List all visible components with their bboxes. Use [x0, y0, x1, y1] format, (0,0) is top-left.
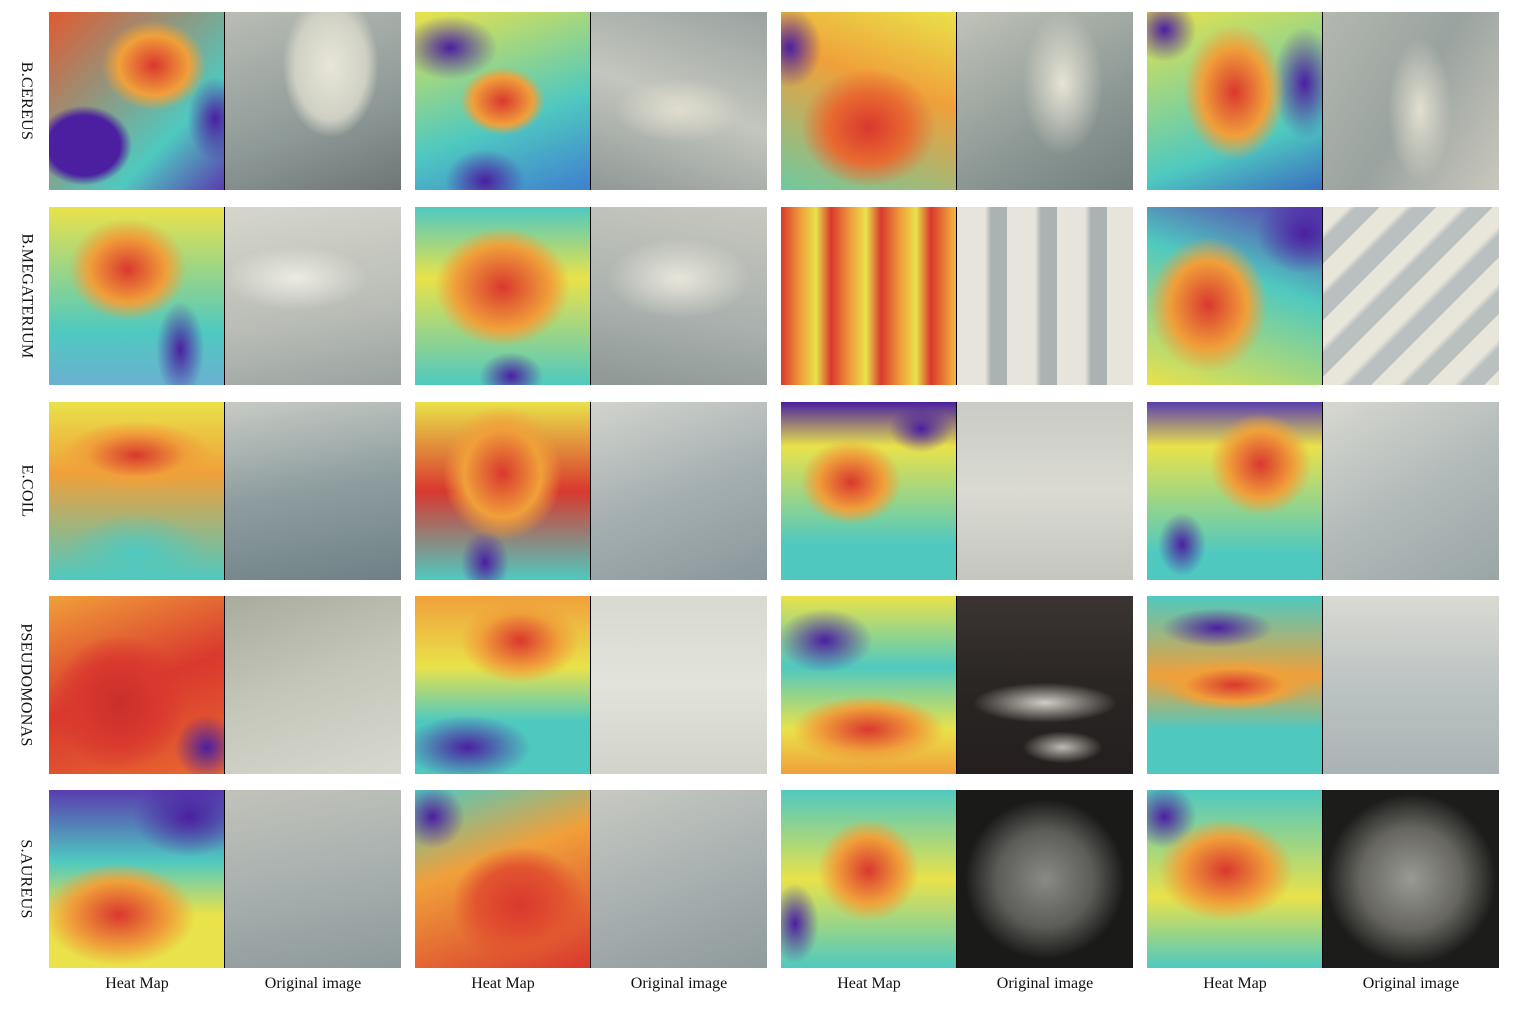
original-image: [225, 596, 401, 774]
column-label-original-image: Original image: [630, 975, 728, 992]
heatmap-image: [1147, 207, 1323, 385]
heatmap-image: [49, 790, 225, 968]
column-label-heat-map: Heat Map: [105, 975, 169, 992]
row-label-e-coil: E.COIL: [18, 464, 35, 518]
heatmap-image: [415, 207, 591, 385]
column-label-heat-map: Heat Map: [1203, 975, 1267, 992]
original-image: [1323, 790, 1499, 968]
original-image: [1323, 402, 1499, 580]
heatmap-image: [415, 12, 591, 190]
column-label-heat-map: Heat Map: [471, 975, 535, 992]
row-label-b-megaterium: B.MEGATERIUM: [18, 233, 35, 359]
original-image: [225, 402, 401, 580]
heatmap-image: [781, 596, 957, 774]
heatmap-image: [49, 596, 225, 774]
heatmap-image: [781, 790, 957, 968]
row-label-pseudomonas: PSEUDOMONAS: [18, 623, 36, 747]
heatmap-image: [49, 402, 225, 580]
heatmap-image: [1147, 596, 1323, 774]
original-image: [1323, 596, 1499, 774]
heatmap-image: [1147, 790, 1323, 968]
original-image: [957, 402, 1133, 580]
column-label-original-image: Original image: [996, 975, 1094, 992]
original-image: [225, 12, 401, 190]
original-image: [1323, 207, 1499, 385]
row-label-s-aureus: S.AUREUS: [18, 839, 35, 919]
original-image: [591, 402, 767, 580]
heatmap-image: [415, 402, 591, 580]
original-image: [225, 207, 401, 385]
original-image: [1323, 12, 1499, 190]
original-image: [591, 596, 767, 774]
heatmap-image: [49, 207, 225, 385]
column-label-heat-map: Heat Map: [837, 975, 901, 992]
row-label-b-cereus: B.CEREUS: [18, 61, 36, 141]
heatmap-image: [781, 12, 957, 190]
heatmap-image: [1147, 12, 1323, 190]
original-image: [591, 790, 767, 968]
original-image: [225, 790, 401, 968]
original-image: [591, 12, 767, 190]
heatmap-image: [415, 790, 591, 968]
column-label-original-image: Original image: [1362, 975, 1460, 992]
heatmap-image: [415, 596, 591, 774]
original-image: [957, 12, 1133, 190]
original-image: [591, 207, 767, 385]
heatmap-image: [781, 402, 957, 580]
original-image: [957, 790, 1133, 968]
heatmap-image: [49, 12, 225, 190]
heatmap-image: [1147, 402, 1323, 580]
column-label-original-image: Original image: [264, 975, 362, 992]
original-image: [957, 596, 1133, 774]
heatmap-image: [781, 207, 957, 385]
original-image: [957, 207, 1133, 385]
